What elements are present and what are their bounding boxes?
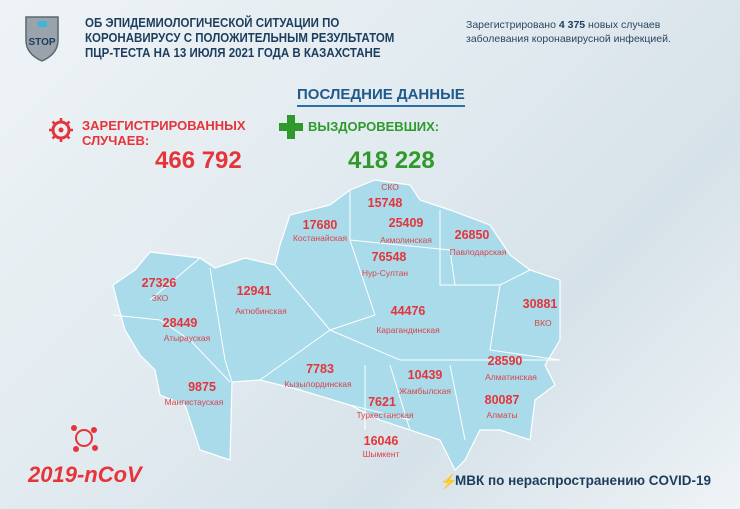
region-name: Карагандинская <box>376 325 440 335</box>
region-name: Кызылординская <box>284 379 352 389</box>
region-value: 15748 <box>367 196 403 210</box>
region-name: Алматинская <box>485 372 537 382</box>
map-shape <box>112 179 561 472</box>
region-value: 76548 <box>371 250 407 264</box>
region-name: Павлодарская <box>449 247 507 257</box>
new-cases-note: Зарегистрировано 4 375 новых случаев заб… <box>466 18 671 46</box>
note-text: заболевания коронавирусной инфекцией. <box>466 33 671 45</box>
note-text: Зарегистрировано <box>466 19 559 31</box>
region-value: 9875 <box>188 380 216 394</box>
latest-data-heading: ПОСЛЕДНИЕ ДАННЫЕ <box>297 86 465 107</box>
region-value: 27326 <box>141 276 177 290</box>
region-name: Акмолинская <box>380 235 432 245</box>
new-cases-count: 4 375 <box>558 19 586 31</box>
region-name: ЗКО <box>151 293 169 303</box>
region-value: 80087 <box>484 393 520 407</box>
registered-label-line: СЛУЧАЕВ: <box>82 133 150 148</box>
region-value: 44476 <box>390 304 426 318</box>
title-line: КОРОНАВИРУСУ С ПОЛОЖИТЕЛЬНЫМ РЕЗУЛЬТАТОМ <box>85 31 395 45</box>
registered-label: ЗАРЕГИСТРИРОВАННЫХ СЛУЧАЕВ: <box>82 118 246 148</box>
region-name: Атырауская <box>163 333 211 343</box>
region-value: 30881 <box>522 297 558 311</box>
region-value: 10439 <box>407 368 443 382</box>
region-name: Алматы <box>486 410 518 420</box>
region-value: 16046 <box>363 434 399 448</box>
region-name: Нур-Султан <box>361 268 409 278</box>
recovered-label: ВЫЗДОРОВЕВШИХ: <box>308 119 440 134</box>
note-text: новых случаев <box>585 19 661 31</box>
region-value: 12941 <box>236 284 272 298</box>
region-name: Шымкент <box>362 449 400 459</box>
region-borders <box>112 190 561 441</box>
region-value: 7783 <box>306 362 334 376</box>
region-value: 28590 <box>487 354 523 368</box>
region-name: Костанайская <box>292 233 348 243</box>
region-name: ВКО <box>534 318 552 328</box>
title-line: ПЦР-ТЕСТА НА 13 ИЮЛЯ 2021 ГОДА В КАЗАХСТ… <box>85 46 381 60</box>
mvk-label: МВК по нераспространению COVID-19 <box>455 473 712 488</box>
title-line: ОБ ЭПИДЕМИОЛОГИЧЕСКОЙ СИТУАЦИИ ПО <box>85 16 340 30</box>
virus-icon <box>48 117 74 148</box>
region-value: 26850 <box>454 228 490 242</box>
region-name: Жамбылская <box>399 386 451 396</box>
page-title: ОБ ЭПИДЕМИОЛОГИЧЕСКОЙ СИТУАЦИИ ПО КОРОНА… <box>85 16 394 61</box>
recovered-value: 418 228 <box>348 147 435 174</box>
registered-value: 466 792 <box>155 147 242 174</box>
stop-logo: STOP <box>22 14 62 62</box>
region-value: 17680 <box>302 218 338 232</box>
region-name: Актюбинская <box>235 306 287 316</box>
region-name: СКО <box>381 182 399 192</box>
svg-text:STOP: STOP <box>28 37 55 48</box>
region-value: 7621 <box>368 395 396 409</box>
region-value: 25409 <box>388 216 424 230</box>
region-value: 28449 <box>162 316 198 330</box>
lightning-icon: ⚡ <box>440 473 458 489</box>
virus-cluster-icon <box>66 420 102 461</box>
plus-icon <box>279 115 303 144</box>
ncov-label: 2019-nCoV <box>28 462 142 487</box>
region-name: Мангистауская <box>164 397 224 407</box>
registered-label-line: ЗАРЕГИСТРИРОВАННЫХ <box>82 118 246 133</box>
region-name: Туркестанская <box>356 410 414 420</box>
